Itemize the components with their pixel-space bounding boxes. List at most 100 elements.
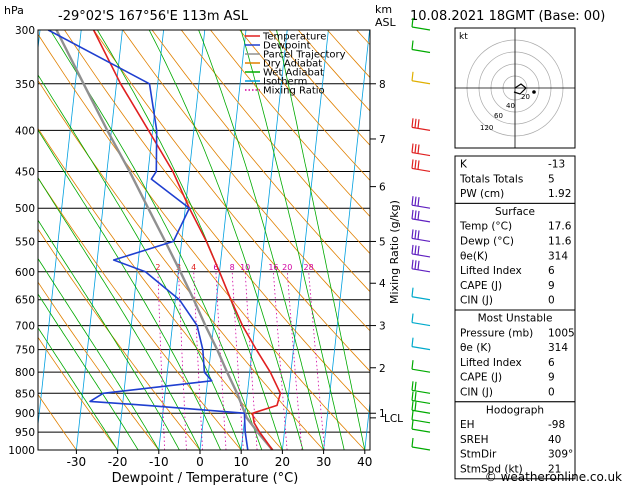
most-unstable-label: θe (K) [460, 342, 491, 354]
hodograph-ring-label: 20 [521, 93, 530, 101]
wind-barb-feather [411, 259, 414, 269]
wet-adiabat [276, 30, 366, 450]
km-tick-label: 8 [379, 79, 386, 91]
location-title: -29°02'S 167°56'E 113m ASL [58, 9, 249, 24]
most-unstable-label: CIN (J) [460, 387, 493, 399]
pressure-tick-label: 650 [15, 295, 35, 307]
dry-adiabat [268, 30, 370, 146]
mixing-ratio-line [157, 271, 165, 450]
wind-barb [411, 420, 431, 433]
isotherm-line [240, 30, 288, 450]
wet-adiabat [38, 327, 118, 450]
wind-barb [411, 118, 431, 131]
isotherm-line [158, 30, 206, 450]
mixing-ratio-line [178, 271, 187, 450]
wind-barb-feather [411, 196, 414, 206]
wind-barb-feather [417, 245, 420, 256]
wind-barb [411, 437, 431, 451]
dry-adiabat [239, 30, 370, 181]
hodograph-table-value: 40 [548, 434, 561, 446]
pressure-tick-label: 350 [15, 79, 35, 91]
isotherm-line [323, 30, 370, 450]
mixing-ratio-label: 8 [230, 263, 235, 272]
wet-adiabat [38, 177, 201, 450]
wind-barb-feather [414, 118, 417, 128]
surface-label: CAPE (J) [460, 280, 502, 292]
wind-barb-feather [411, 71, 414, 81]
wind-barb-staff [411, 296, 431, 301]
skewt-grid: 2 3 4 6 8 10 16 20 28 [38, 30, 370, 450]
wind-barb [411, 337, 431, 351]
isotherm-line [282, 30, 329, 450]
pressure-tick-label: 550 [15, 236, 35, 248]
most-unstable-value: 1005 [548, 327, 575, 339]
isotherm-line [38, 30, 82, 429]
indices-value: -13 [548, 159, 565, 171]
wind-barb-feather [414, 245, 417, 255]
hpa-label: hPa [4, 4, 24, 17]
indices-label: Totals Totals [459, 173, 523, 185]
wind-barb-feather [411, 209, 414, 219]
legend-entry: Wet Adiabat [263, 68, 324, 79]
dewpoint-line [47, 30, 249, 450]
most-unstable-label: Lifted Index [460, 357, 522, 369]
mixing-ratio-label: 16 [268, 263, 278, 272]
hodograph-table-value: 21 [548, 464, 561, 476]
hodograph-unit-label: kt [459, 32, 468, 42]
surface-value: 0 [548, 295, 555, 307]
wind-barb-feather [414, 381, 417, 391]
legend-entry: Parcel Trajectory [263, 50, 346, 61]
mixing-ratio-line [231, 271, 244, 450]
mixing-ratio-line [193, 271, 203, 450]
wind-barb [411, 143, 431, 157]
surface-label: CIN (J) [460, 295, 493, 307]
pressure-tick-label: 300 [15, 25, 35, 37]
wind-barb-staff [411, 446, 431, 451]
mixing-ratio-label: 6 [213, 263, 218, 272]
isotherm-line [76, 30, 123, 450]
mixing-ratio-label: 28 [304, 263, 314, 272]
wind-barb-feather [411, 118, 414, 128]
wind-barb-feather [411, 337, 414, 347]
wind-barb [411, 209, 431, 223]
most-unstable-value: 314 [548, 342, 568, 354]
pressure-tick-label: 950 [15, 427, 35, 439]
wind-barb [411, 287, 431, 301]
wind-barb-feather [411, 420, 414, 430]
most-unstable-label: CAPE (J) [460, 372, 502, 384]
wind-barb-staff [411, 428, 431, 433]
wind-barb-feather [414, 196, 417, 206]
wind-barb-feather [414, 391, 417, 401]
pressure-tick-label: 700 [15, 321, 35, 333]
km-tick-label: 6 [379, 182, 386, 194]
mixing-ratio-line [215, 271, 227, 450]
surface-value: 9 [548, 280, 555, 292]
pressure-tick-label: 500 [15, 203, 35, 215]
x-axis-title: Dewpoint / Temperature (°C) [112, 471, 299, 486]
indices-value: 5 [548, 173, 555, 185]
mixing-ratio-axis-title: Mixing Ratio (g/kg) [388, 200, 401, 304]
credit-text: © weatheronline.co.uk [485, 470, 622, 484]
pressure-tick-label: 450 [15, 166, 35, 178]
wind-barb-feather [417, 160, 420, 170]
legend-entry: Isotherm [263, 77, 307, 88]
temp-tick-label: -30 [67, 455, 87, 469]
wind-barb [411, 401, 431, 414]
wind-barb-feather [411, 287, 414, 297]
wind-barb [411, 17, 431, 31]
dry-adiabat [38, 33, 366, 450]
temp-tick-label: -20 [108, 455, 128, 469]
temperature-line [92, 30, 282, 450]
wet-adiabat [38, 257, 160, 450]
wind-barb [411, 391, 431, 405]
wind-barb-feather [417, 144, 420, 154]
wind-barb-staff [411, 48, 431, 54]
hodograph-trace [513, 83, 527, 95]
wet-adiabat [49, 30, 263, 450]
temp-tick-label: 0 [196, 455, 204, 469]
km-tick-label: 4 [379, 278, 386, 290]
pressure-tick-label: 900 [15, 408, 35, 420]
wind-barb [411, 410, 431, 424]
wind-barb-staff [411, 346, 431, 351]
